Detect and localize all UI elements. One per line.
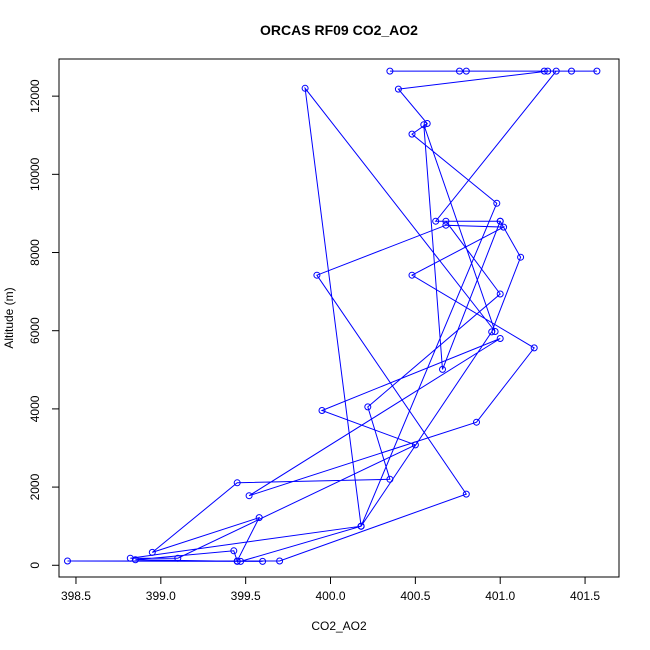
data-point — [517, 253, 525, 261]
y-tick-label: 0 — [28, 562, 42, 569]
data-point — [245, 492, 253, 500]
data-point — [544, 67, 552, 75]
y-tick-label: 10000 — [28, 157, 42, 191]
data-point — [456, 67, 463, 75]
data-point — [364, 403, 372, 411]
data-point — [411, 441, 419, 449]
data-point — [148, 548, 156, 556]
y-axis: 0 2000 4000 6000 8000 10000 12000 — [28, 79, 60, 569]
data-point — [230, 547, 238, 555]
x-tick-label: 399.5 — [231, 589, 261, 603]
data-point — [259, 557, 267, 565]
data-point — [420, 121, 428, 129]
data-point — [313, 271, 321, 279]
y-tick-label: 4000 — [28, 395, 42, 422]
x-axis: 398.5 399.0 399.5 400.0 400.5 401.0 401.5 — [61, 576, 600, 603]
data-point — [540, 67, 548, 75]
series-line — [67, 70, 597, 563]
data-point — [473, 418, 480, 426]
data-point — [496, 217, 504, 225]
data-point — [233, 557, 241, 565]
data-point — [568, 67, 575, 75]
data-point — [491, 328, 499, 335]
data-point — [174, 554, 182, 562]
data-point — [64, 557, 71, 565]
data-point — [386, 475, 394, 483]
data-point — [488, 328, 496, 336]
data-point — [530, 344, 538, 352]
data-point — [394, 85, 402, 93]
x-tick-label: 398.5 — [61, 589, 91, 603]
y-tick-label: 6000 — [28, 317, 42, 344]
x-tick-label: 399.0 — [146, 589, 176, 603]
data-point — [131, 556, 139, 564]
data-point — [318, 407, 326, 414]
x-tick-label: 401.5 — [570, 589, 600, 603]
x-tick-label: 400.5 — [400, 589, 430, 603]
data-point — [423, 120, 431, 127]
series-layer — [64, 67, 601, 565]
data-point — [439, 365, 446, 373]
data-point — [442, 221, 450, 229]
data-point — [462, 490, 470, 498]
x-tick-label: 400.0 — [315, 589, 345, 603]
data-point — [255, 514, 263, 522]
y-tick-label: 12000 — [28, 79, 42, 113]
data-point — [301, 84, 309, 92]
data-point — [493, 199, 501, 207]
data-point — [432, 217, 440, 225]
data-point — [237, 557, 245, 565]
data-point — [408, 130, 416, 138]
data-point — [496, 335, 504, 342]
plot-frame — [58, 58, 620, 578]
data-point — [442, 217, 450, 225]
chart-title: ORCAS RF09 CO2_AO2 — [260, 22, 418, 38]
y-tick-label: 2000 — [28, 473, 42, 500]
data-point — [500, 223, 508, 231]
data-point — [357, 522, 365, 530]
data-point — [593, 67, 601, 75]
data-point — [233, 479, 241, 487]
data-point — [552, 67, 560, 75]
x-tick-label: 401.0 — [485, 589, 515, 603]
data-point — [386, 67, 394, 75]
x-axis-label: CO2_AO2 — [311, 619, 367, 633]
data-point — [408, 271, 416, 279]
y-tick-label: 8000 — [28, 239, 42, 266]
data-point — [462, 67, 470, 75]
data-point — [276, 557, 284, 565]
y-axis-label: Altitude (m) — [2, 287, 16, 348]
data-point — [496, 290, 504, 298]
